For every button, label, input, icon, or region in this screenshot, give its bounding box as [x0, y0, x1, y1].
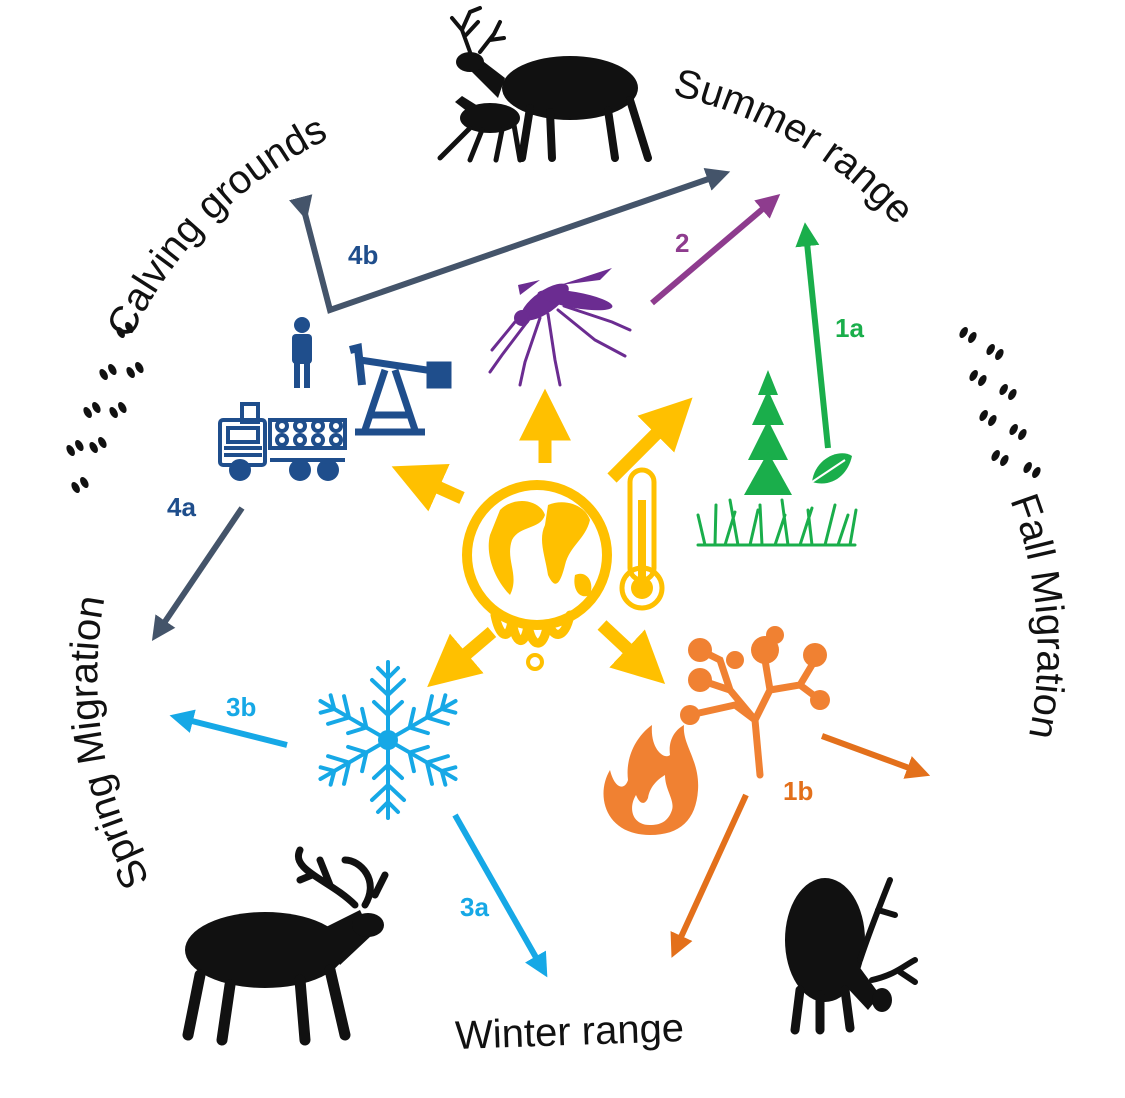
grass-icon: [696, 498, 858, 547]
climate-arrow-vegetation: [607, 397, 693, 483]
pathway-label-4b: 4b: [348, 240, 378, 270]
spring-migration-label: Spring Migration: [62, 592, 158, 896]
pathway-label-3b: 3b: [226, 692, 256, 722]
pathway-label-1b: 1b: [783, 776, 813, 806]
pathway-arrow-1a: [795, 222, 831, 449]
fall-migration-label: Fall Migration: [1002, 488, 1073, 742]
pathway-arrow-4a: [151, 506, 245, 641]
thermometer-icon: [619, 467, 665, 611]
pathway-arrow-4b: [289, 167, 731, 314]
melting-globe-icon: [462, 480, 612, 671]
leaf-icon: [811, 453, 852, 484]
pathway-label-4a: 4a: [167, 492, 196, 522]
caribou-walking-icon: [182, 846, 389, 1046]
pathway-arrow-3a: [452, 813, 548, 978]
caribou-grazing-icon: [785, 877, 918, 1035]
pathway-arrow-2: [650, 194, 781, 306]
snowflake-icon: [310, 660, 466, 820]
pathway-label-3a: 3a: [460, 892, 489, 922]
mosquito-icon: [488, 268, 632, 387]
hoofprints-icon: [959, 327, 1041, 478]
pathway-arrow-3b: [169, 709, 288, 748]
person-icon: [292, 317, 312, 388]
pathway-arrow-1b-winter: [670, 793, 749, 958]
fire-icon: [603, 725, 699, 835]
logging-truck-icon: [218, 402, 347, 481]
pathway-arrow-1b-fall: [820, 733, 931, 779]
hoofprints-icon: [66, 322, 144, 493]
lichen-icon: [680, 626, 830, 779]
pathway-label-1a: 1a: [835, 313, 864, 343]
pumpjack-icon: [349, 343, 452, 436]
spruce-tree-icon: [744, 370, 792, 495]
climate-arrow-industry: [391, 463, 465, 512]
pathway-label-2: 2: [675, 228, 689, 258]
caribou-cow-calf-icon: [437, 6, 652, 163]
summer-range-label: Summer range: [670, 61, 923, 232]
climate-arrows: [391, 388, 693, 688]
climate-arrow-fire: [597, 620, 666, 684]
climate-arrow-snow: [427, 627, 497, 688]
calving-grounds-label: Calving grounds: [99, 107, 334, 344]
winter-range-label: Winter range: [454, 1006, 684, 1058]
